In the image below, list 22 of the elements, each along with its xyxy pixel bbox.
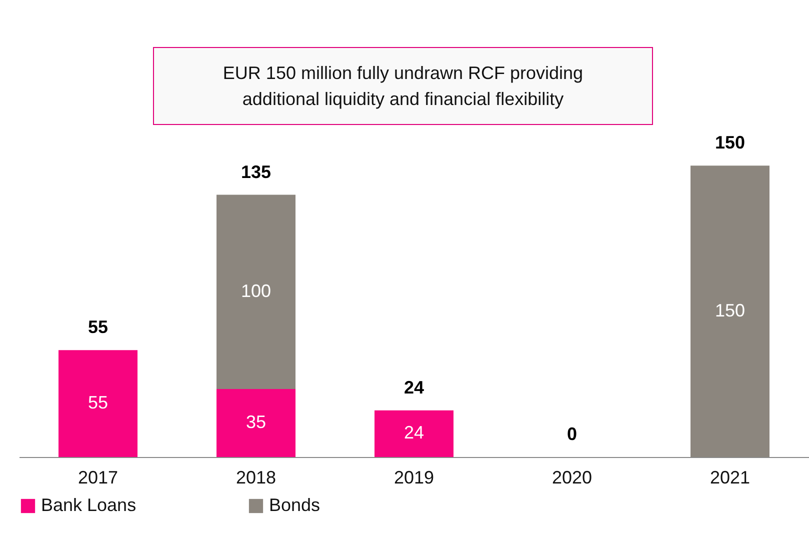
text: EUR 150 million fully undrawn RCF providing additional liquidity and financial flexibility — [153, 47, 653, 125]
legend-label: Bank Loans — [41, 495, 136, 515]
data-label: 100 — [240, 280, 272, 301]
bar — [374, 410, 454, 457]
bar — [216, 389, 296, 457]
bar — [58, 350, 138, 457]
x-tick-label: 2018 — [236, 468, 276, 488]
data-label: 55 — [88, 392, 108, 413]
total-label: 55 — [88, 317, 108, 338]
legend-label: Bonds — [269, 495, 320, 515]
x-tick-label: 2017 — [78, 468, 118, 488]
total-label: 150 — [714, 132, 746, 153]
total-label: 135 — [240, 162, 272, 182]
bar — [216, 194, 296, 390]
total-label: 0 — [566, 424, 578, 444]
data-label: 24 — [404, 422, 424, 443]
x-tick-label: 2021 — [710, 468, 750, 488]
data-label: 35 — [246, 412, 266, 432]
data-label: 150 — [714, 300, 746, 320]
total-label: 24 — [404, 377, 424, 398]
x-tick-label: 2019 — [394, 468, 434, 488]
x-tick-label: 2020 — [552, 468, 592, 488]
